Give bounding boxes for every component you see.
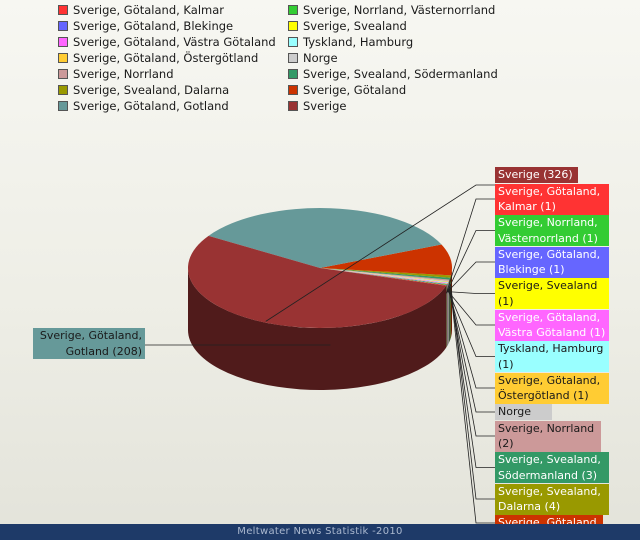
legend-label: Sverige, Svealand xyxy=(303,19,407,33)
legend: Sverige, Götaland, Kalmar Sverige, Norrla… xyxy=(0,0,640,120)
leader-sverige-gotaland-kalmar xyxy=(445,198,495,294)
legend-label: Sverige, Götaland, Gotland xyxy=(73,99,229,113)
pie-slice-sverige-svealand xyxy=(320,268,448,284)
legend-label: Sverige, Götaland, Blekinge xyxy=(73,19,234,33)
legend-swatch xyxy=(58,101,68,111)
legend-item-sverige-gotaland-vastra-gotaland: Sverige, Götaland, Västra Götaland xyxy=(58,35,276,49)
callout-sverige-gotaland-blekinge: Sverige, Götaland, Blekinge (1) xyxy=(495,246,609,278)
legend-item-sverige-norrland-vasternorrland: Sverige, Norrland, Västernorrland xyxy=(288,3,495,17)
legend-item-sverige-gotaland-kalmar: Sverige, Götaland, Kalmar xyxy=(58,3,224,17)
leader-sverige-norrland-vasternorrland xyxy=(446,230,495,294)
pie-slice-sverige-gotaland-vastra-gotaland xyxy=(320,268,448,284)
pie-slice-sverige-gotaland-blekinge xyxy=(320,268,448,285)
legend-swatch xyxy=(288,69,298,79)
legend-swatch xyxy=(58,37,68,47)
legend-swatch xyxy=(288,53,298,63)
leader-sverige-gotaland xyxy=(450,290,495,524)
callout-sverige-gotaland-kalmar: Sverige, Götaland, Kalmar (1) xyxy=(495,183,609,215)
legend-item-sverige-gotaland-ostergotland: Sverige, Götaland, Östergötland xyxy=(58,51,258,65)
legend-swatch xyxy=(288,101,298,111)
callout-norge: Norge (1) xyxy=(495,404,552,420)
legend-item-sverige-gotaland: Sverige, Götaland xyxy=(288,83,406,97)
callout-sverige-gotaland-vastra-gotaland: Sverige, Götaland, Västra Götaland (1) xyxy=(495,309,609,341)
legend-swatch xyxy=(58,53,68,63)
callout-sverige-norrland: Sverige, Norrland (2) xyxy=(495,420,601,452)
pie-wall-sverige-norrland xyxy=(448,279,450,343)
leader-tyskland-hamburg xyxy=(447,290,495,357)
leader-sverige xyxy=(265,184,495,322)
legend-swatch xyxy=(288,85,298,95)
legend-label: Sverige, Götaland, Östergötland xyxy=(73,51,259,65)
pie-slice-sverige-svealand-sodermanland xyxy=(320,268,451,280)
pie-slice-sverige-svealand-dalarna xyxy=(320,268,452,278)
callout-leader-lines xyxy=(145,184,495,524)
legend-label: Sverige, Götaland xyxy=(303,83,407,97)
legend-label: Tyskland, Hamburg xyxy=(303,35,414,49)
legend-item-sverige-gotaland-blekinge: Sverige, Götaland, Blekinge xyxy=(58,19,233,33)
leader-sverige-gotaland-vastra-gotaland xyxy=(447,290,495,326)
leader-sverige-svealand xyxy=(447,291,495,294)
legend-item-norge: Norge xyxy=(288,51,338,65)
callout-sverige-norrland-vasternorrland: Sverige, Norrland, Västernorrland (1) xyxy=(495,215,609,246)
legend-label: Sverige, Svealand, Dalarna xyxy=(73,83,230,97)
leader-sverige-gotaland-blekinge xyxy=(446,261,495,293)
legend-swatch xyxy=(58,5,68,15)
legend-item-sverige-svealand: Sverige, Svealand xyxy=(288,19,407,33)
legend-item-sverige-gotaland-gotland: Sverige, Götaland, Gotland xyxy=(58,99,229,113)
callout-sverige-svealand-sodermanland: Sverige, Svealand, Södermanland (3) xyxy=(495,452,609,483)
legend-swatch xyxy=(58,85,68,95)
pie-slice-sverige-norrland-vasternorrland xyxy=(320,268,447,286)
pie-slice-sverige xyxy=(188,235,447,328)
leader-sverige-svealand-sodermanland xyxy=(449,286,495,468)
pie-slice-sverige-gotaland-kalmar xyxy=(320,268,447,286)
callout-sverige-gotaland-gotland: Sverige, Götaland, Gotland (208) xyxy=(33,328,145,359)
legend-item-sverige-norrland: Sverige, Norrland xyxy=(58,67,174,81)
callout-tyskland-hamburg: Tyskland, Hamburg (1) xyxy=(495,341,609,372)
callout-sverige-gotaland-ostergotland: Sverige, Götaland, Östergötland (1) xyxy=(495,372,609,404)
legend-swatch xyxy=(288,37,298,47)
legend-label: Sverige xyxy=(303,99,347,113)
pie-top-faces xyxy=(188,207,453,328)
legend-swatch xyxy=(288,21,298,31)
legend-swatch xyxy=(288,5,298,15)
legend-label: Sverige, Norrland xyxy=(73,67,174,81)
legend-label: Sverige, Götaland, Västra Götaland xyxy=(73,35,276,49)
legend-swatch xyxy=(58,21,68,31)
legend-item-tyskland-hamburg: Tyskland, Hamburg xyxy=(288,35,413,49)
pie-slice-sverige-gotaland-ostergotland xyxy=(320,268,449,283)
leader-sverige-svealand-dalarna xyxy=(450,284,495,500)
pie-wall-sverige xyxy=(188,268,447,391)
pie-slice-sverige-gotaland-gotland xyxy=(208,207,442,268)
legend-swatch xyxy=(58,69,68,79)
legend-label: Norge xyxy=(303,51,338,65)
callout-sverige-svealand: Sverige, Svealand (1) xyxy=(495,278,609,309)
pie-slice-norge xyxy=(320,268,449,282)
callout-sverige-svealand-dalarna: Sverige, Svealand, Dalarna (4) xyxy=(495,483,609,515)
footer-caption: Meltwater News Statistik -2010 xyxy=(0,524,640,540)
pie-slice-sverige-gotaland xyxy=(320,244,453,276)
leader-norge xyxy=(448,289,495,413)
legend-label: Sverige, Svealand, Södermanland xyxy=(303,67,498,81)
leader-sverige-norrland xyxy=(448,288,495,437)
leader-sverige-gotaland-ostergotland xyxy=(448,289,495,389)
pie-slice-tyskland-hamburg xyxy=(320,268,449,283)
legend-label: Sverige, Götaland, Kalmar xyxy=(73,3,224,17)
legend-item-sverige-svealand-dalarna: Sverige, Svealand, Dalarna xyxy=(58,83,229,97)
pie-slice-sverige-norrland xyxy=(320,268,450,281)
legend-label: Sverige, Norrland, Västernorrland xyxy=(303,3,496,17)
callout-sverige: Sverige (326) xyxy=(495,167,578,183)
legend-item-sverige: Sverige xyxy=(288,99,346,113)
legend-item-sverige-svealand-sodermanland: Sverige, Svealand, Södermanland xyxy=(288,67,498,81)
